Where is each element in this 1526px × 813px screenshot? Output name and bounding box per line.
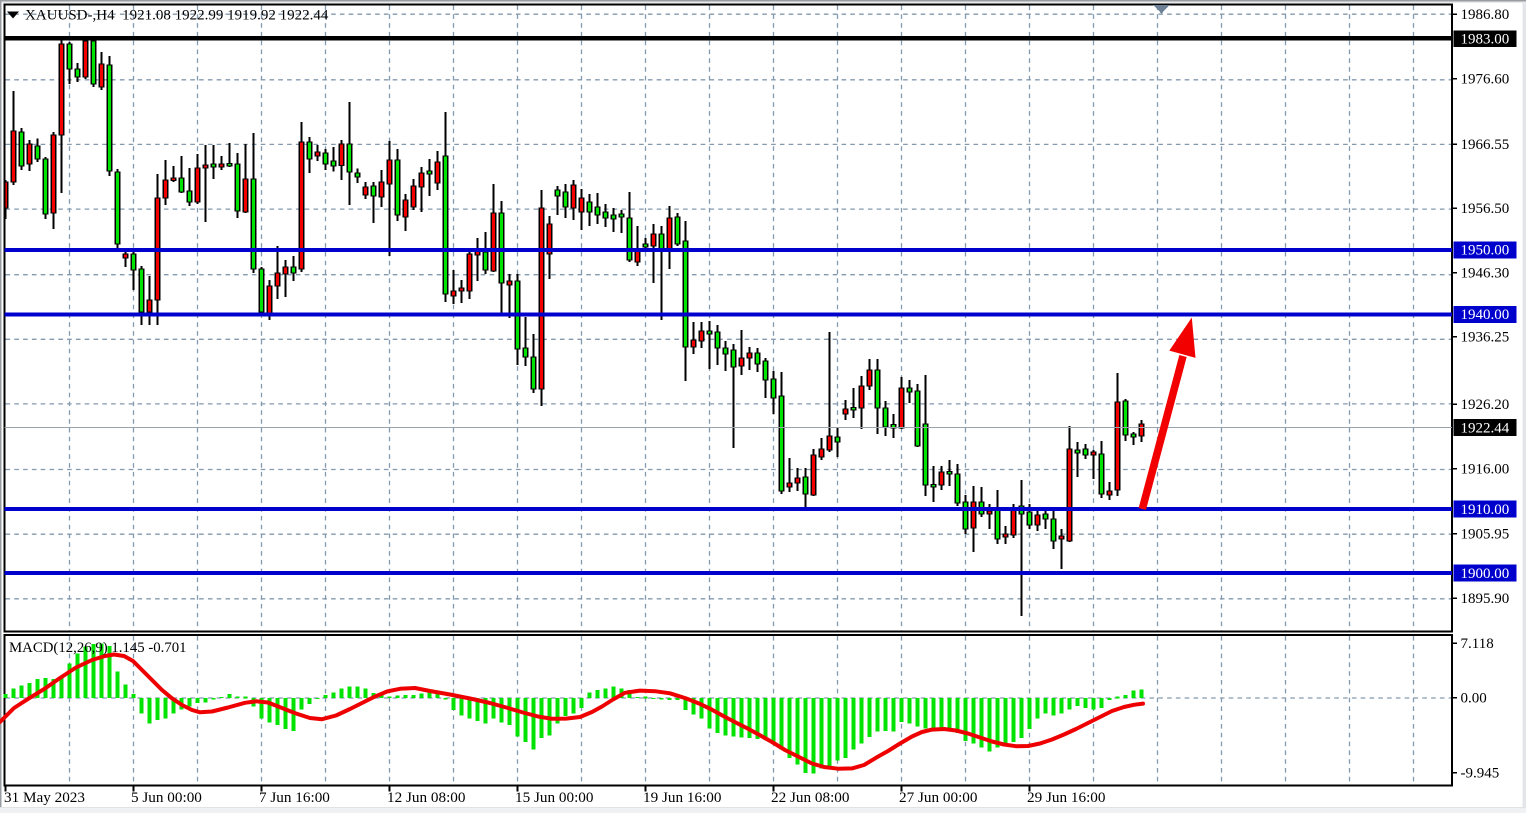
- svg-text:1986.80: 1986.80: [1461, 7, 1510, 23]
- svg-text:1922.44: 1922.44: [1461, 420, 1510, 436]
- svg-text:1940.00: 1940.00: [1461, 307, 1510, 323]
- svg-text:5 Jun 00:00: 5 Jun 00:00: [131, 789, 202, 806]
- svg-text:1983.00: 1983.00: [1461, 32, 1510, 48]
- svg-text:31 May 2023: 31 May 2023: [4, 789, 85, 806]
- svg-text:1936.25: 1936.25: [1461, 330, 1510, 346]
- svg-text:1976.60: 1976.60: [1461, 72, 1510, 88]
- svg-text:0.00: 0.00: [1461, 691, 1487, 707]
- svg-text:19 Jun 16:00: 19 Jun 16:00: [643, 789, 722, 806]
- svg-text:1926.20: 1926.20: [1461, 397, 1510, 413]
- svg-text:1910.00: 1910.00: [1461, 502, 1510, 518]
- svg-text:12 Jun 08:00: 12 Jun 08:00: [387, 789, 466, 806]
- svg-text:22 Jun 08:00: 22 Jun 08:00: [771, 789, 850, 806]
- svg-text:1916.00: 1916.00: [1461, 461, 1510, 477]
- svg-text:1956.50: 1956.50: [1461, 201, 1510, 217]
- svg-text:15 Jun 00:00: 15 Jun 00:00: [515, 789, 594, 806]
- svg-text:MACD(12,26,9) 1.145 -0.701: MACD(12,26,9) 1.145 -0.701: [9, 640, 187, 656]
- svg-text:1905.95: 1905.95: [1461, 527, 1510, 543]
- svg-text:1966.55: 1966.55: [1461, 137, 1510, 153]
- svg-text:7 Jun 16:00: 7 Jun 16:00: [259, 789, 330, 806]
- svg-text:1895.90: 1895.90: [1461, 591, 1510, 607]
- svg-text:XAUUSD-,H4 1921.08 1922.99 19: XAUUSD-,H4 1921.08 1922.99 1919.92 1922.…: [25, 8, 329, 24]
- svg-text:7.118: 7.118: [1461, 636, 1494, 652]
- svg-text:27 Jun 00:00: 27 Jun 00:00: [899, 789, 978, 806]
- svg-text:29 Jun 16:00: 29 Jun 16:00: [1027, 789, 1106, 806]
- svg-text:1946.30: 1946.30: [1461, 266, 1510, 282]
- svg-text:1900.00: 1900.00: [1461, 566, 1510, 582]
- svg-text:-9.945: -9.945: [1461, 765, 1500, 781]
- svg-text:1950.00: 1950.00: [1461, 243, 1510, 259]
